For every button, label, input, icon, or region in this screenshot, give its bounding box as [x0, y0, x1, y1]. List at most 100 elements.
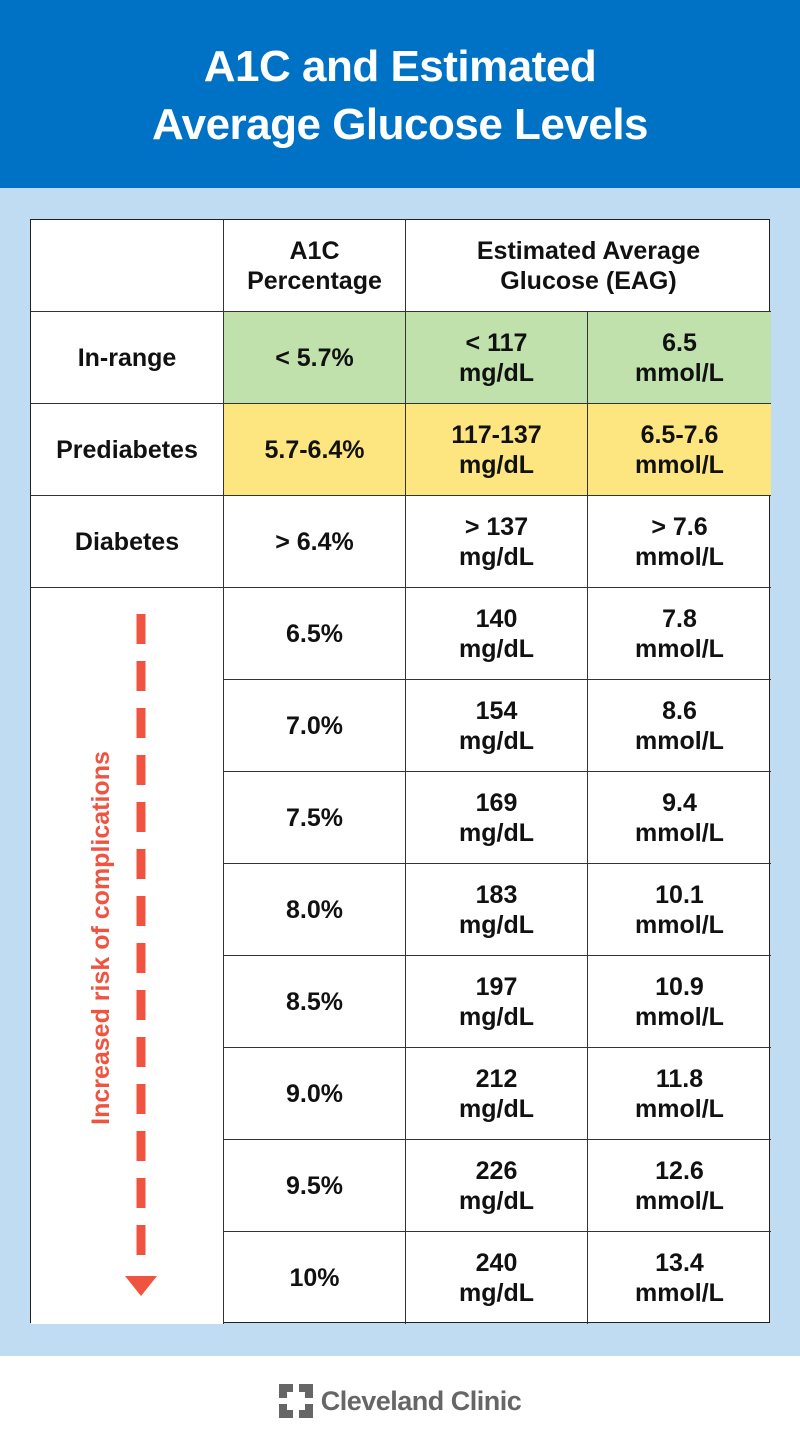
mmol-unit: mmol/L	[635, 634, 724, 663]
mmol-value: 10.9	[655, 972, 704, 1001]
header-eag: Estimated Average Glucose (EAG)	[406, 220, 771, 312]
mmol-unit: mmol/L	[635, 910, 724, 939]
title-line-1: A1C and Estimated	[203, 42, 597, 91]
mgdl-unit: mg/dL	[459, 818, 534, 847]
mmol-value: > 7.6	[651, 512, 708, 541]
a1c-cell: 8.0%	[224, 864, 406, 956]
mmol-cell: 9.4 mmol/L	[588, 772, 771, 864]
mmol-unit: mmol/L	[635, 1002, 724, 1031]
mgdl-unit: mg/dL	[459, 634, 534, 663]
a1c-cell: 5.7-6.4%	[224, 404, 406, 496]
mgdl-value: 117-137	[451, 420, 542, 449]
mgdl-unit: mg/dL	[459, 726, 534, 755]
mmol-cell: 13.4 mmol/L	[588, 1232, 771, 1324]
mmol-cell: 12.6 mmol/L	[588, 1140, 771, 1232]
mmol-value: 6.5-7.6	[640, 420, 719, 449]
mmol-cell: 7.8 mmol/L	[588, 588, 771, 680]
mmol-value: 10.1	[655, 880, 704, 909]
mgdl-value: 140	[475, 604, 518, 633]
footer: Cleveland Clinic	[0, 1356, 800, 1446]
a1c-value: 8.5%	[286, 987, 343, 1016]
mmol-value: 6.5	[662, 328, 697, 357]
mmol-unit: mmol/L	[635, 450, 724, 479]
risk-label: Increased risk of complications	[87, 751, 115, 1125]
mgdl-unit: mg/dL	[459, 910, 534, 939]
brand-name: Cleveland Clinic	[320, 1385, 522, 1416]
mgdl-value: 197	[475, 972, 518, 1001]
mgdl-unit: mg/dL	[459, 1002, 534, 1031]
mmol-value: 7.8	[662, 604, 697, 633]
row-label: In-range	[31, 312, 224, 404]
a1c-value: 6.5%	[286, 619, 343, 648]
header-eag-label: Estimated Average Glucose (EAG)	[476, 236, 701, 295]
mmol-cell: 8.6 mmol/L	[588, 680, 771, 772]
a1c-cell: 9.5%	[224, 1140, 406, 1232]
a1c-cell: 9.0%	[224, 1048, 406, 1140]
mmol-unit: mmol/L	[635, 818, 724, 847]
mmol-cell: 6.5 mmol/L	[588, 312, 771, 404]
mmol-cell: 11.8 mmol/L	[588, 1048, 771, 1140]
title-line-2: Average Glucose Levels	[151, 100, 649, 149]
cleveland-clinic-logo-icon	[278, 1384, 313, 1418]
a1c-value: > 6.4%	[275, 527, 354, 556]
page-title: A1C and Estimated Average Glucose Levels	[0, 0, 800, 188]
header-a1c-label: A1C Percentage	[247, 236, 382, 295]
mmol-value: 11.8	[655, 1064, 704, 1093]
mgdl-cell: < 117 mg/dL	[406, 312, 588, 404]
mgdl-value: 226	[475, 1156, 518, 1185]
mgdl-cell: > 137 mg/dL	[406, 496, 588, 588]
mmol-unit: mmol/L	[635, 726, 724, 755]
mgdl-value: 183	[475, 880, 518, 909]
mgdl-cell: 140 mg/dL	[406, 588, 588, 680]
mgdl-cell: 212 mg/dL	[406, 1048, 588, 1140]
a1c-table: A1C Percentage Estimated Average Glucose…	[30, 219, 771, 1324]
mgdl-cell: 240 mg/dL	[406, 1232, 588, 1324]
mgdl-value: 169	[475, 788, 518, 817]
a1c-value: 9.5%	[286, 1171, 343, 1200]
mmol-cell: 10.9 mmol/L	[588, 956, 771, 1048]
mgdl-unit: mg/dL	[459, 1186, 534, 1215]
mgdl-value: 240	[475, 1249, 518, 1277]
a1c-cell: 7.0%	[224, 680, 406, 772]
mmol-cell: 6.5-7.6 mmol/L	[588, 404, 771, 496]
category-label: Diabetes	[74, 527, 180, 556]
a1c-value: 7.0%	[286, 711, 343, 740]
a1c-cell: 10%	[224, 1232, 406, 1324]
mmol-cell: > 7.6 mmol/L	[588, 496, 771, 588]
mmol-unit: mmol/L	[635, 1094, 724, 1123]
a1c-value: 8.0%	[286, 895, 343, 924]
mmol-value: 9.4	[662, 788, 697, 817]
a1c-cell: 8.5%	[224, 956, 406, 1048]
a1c-value: 10%	[289, 1264, 340, 1292]
a1c-value: 5.7-6.4%	[264, 435, 365, 464]
row-label: Prediabetes	[31, 404, 224, 496]
mgdl-cell: 197 mg/dL	[406, 956, 588, 1048]
header-a1c: A1C Percentage	[224, 220, 406, 312]
mgdl-cell: 226 mg/dL	[406, 1140, 588, 1232]
mgdl-unit: mg/dL	[459, 358, 534, 387]
mmol-value: 8.6	[662, 696, 697, 725]
mgdl-cell: 169 mg/dL	[406, 772, 588, 864]
mgdl-value: 154	[475, 696, 518, 725]
mmol-value: 12.6	[655, 1156, 704, 1185]
mgdl-value: 212	[475, 1064, 518, 1093]
a1c-cell: 6.5%	[224, 588, 406, 680]
mmol-value: 13.4	[655, 1249, 704, 1277]
mgdl-value: < 117	[465, 328, 528, 357]
a1c-cell: < 5.7%	[224, 312, 406, 404]
risk-indicator-cell: Increased risk of complications	[31, 588, 224, 1324]
mgdl-cell: 154 mg/dL	[406, 680, 588, 772]
risk-arrow-icon	[125, 614, 157, 1296]
header-empty-cell	[31, 220, 224, 312]
row-label: Diabetes	[31, 496, 224, 588]
mgdl-unit: mg/dL	[459, 450, 534, 479]
mgdl-unit: mg/dL	[459, 1279, 534, 1307]
mmol-unit: mmol/L	[635, 1279, 724, 1307]
mmol-unit: mmol/L	[635, 542, 724, 571]
a1c-cell: > 6.4%	[224, 496, 406, 588]
a1c-value: < 5.7%	[275, 343, 354, 372]
mgdl-cell: 183 mg/dL	[406, 864, 588, 956]
a1c-cell: 7.5%	[224, 772, 406, 864]
mmol-unit: mmol/L	[635, 358, 724, 387]
a1c-value: 9.0%	[286, 1079, 343, 1108]
